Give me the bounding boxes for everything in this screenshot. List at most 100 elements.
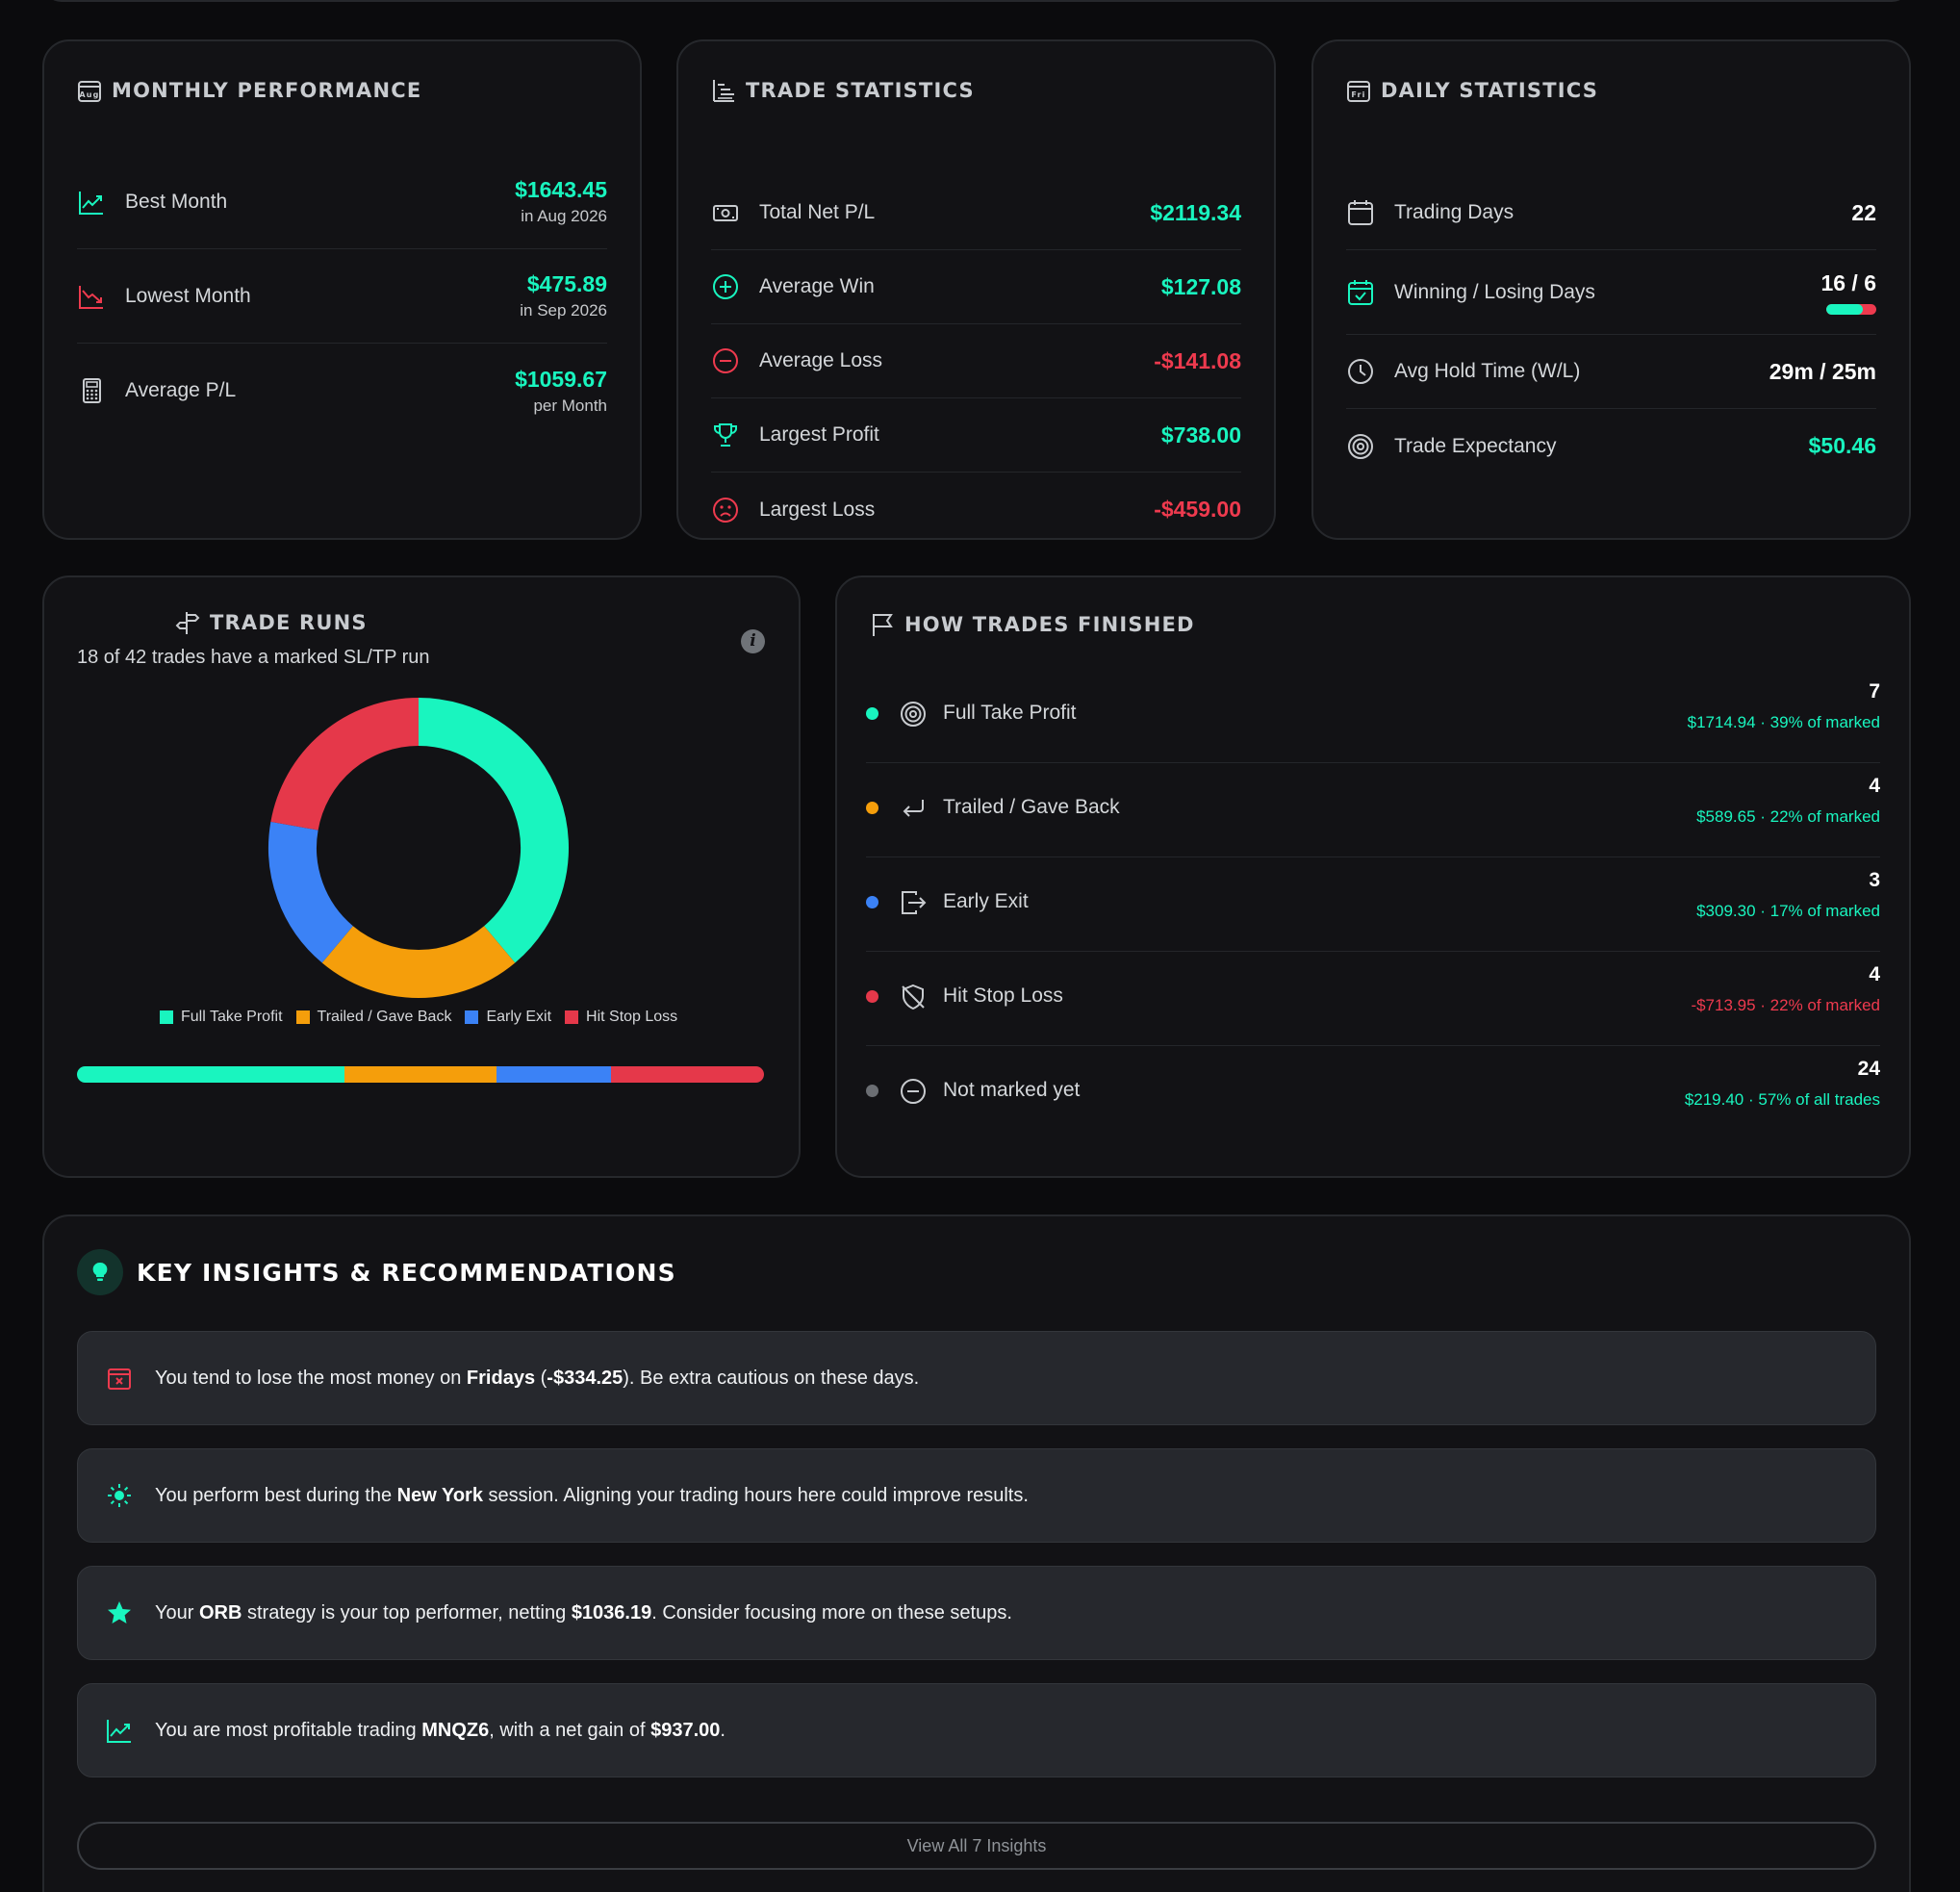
best-month-row: Best Month $1643.45 in Aug 2026: [77, 155, 607, 249]
winning-losing-days-label: Winning / Losing Days: [1394, 280, 1595, 303]
trading-days-row: Trading Days 22: [1346, 176, 1876, 250]
finish-sub-hit-stop-loss: -$713.95 · 22% of marked: [1691, 996, 1880, 1014]
finish-count-full-take-profit: 7: [1869, 680, 1880, 703]
donut-slice-full-take-profit: [418, 698, 569, 963]
legend-label-early-exit: Early Exit: [486, 1009, 552, 1025]
trophy-icon: [714, 423, 737, 447]
win-loss-ratio-bar: [1826, 303, 1876, 315]
trading-days-value: 22: [1851, 199, 1876, 225]
insight-text-strategy: Your ORB strategy is your top performer,…: [155, 1601, 1012, 1624]
clock-icon: [1348, 359, 1373, 384]
how-trades-finished-title: HOW TRADES FINISHED: [870, 612, 1195, 637]
insight-item-session: You perform best during the New York ses…: [77, 1448, 1876, 1543]
key-insights-title: KEY INSIGHTS & RECOMMENDATIONS: [77, 1249, 676, 1295]
view-all-insights-button[interactable]: View All 7 Insights: [77, 1822, 1876, 1870]
monthly-performance-card: Aug MONTHLY PERFORMANCE Best Month $1643…: [42, 39, 642, 540]
average-pl-sub: per Month: [533, 396, 607, 415]
run-bar-segment-early-exit: [496, 1066, 612, 1083]
trade-runs-stacked-bar: [77, 1066, 764, 1083]
daily-statistics-card: Fri DAILY STATISTICS Trading Days 22 Win…: [1311, 39, 1911, 540]
average-win-row: Average Win $127.08: [711, 250, 1241, 324]
finish-dot-full-take-profit: [866, 707, 878, 720]
calendar-aug-icon: Aug: [78, 81, 101, 102]
finish-row-not-marked: Not marked yet 24 $219.40 · 57% of all t…: [866, 1048, 1880, 1140]
average-loss-row: Average Loss -$141.08: [711, 324, 1241, 398]
trade-runs-heading: TRADE RUNS: [210, 611, 368, 634]
trade-expectancy-row: Trade Expectancy $50.46: [1346, 409, 1876, 483]
finish-count-early-exit: 3: [1869, 869, 1880, 891]
legend-swatch-trailed: [295, 1010, 310, 1024]
cash-icon: [713, 205, 738, 221]
exit-icon: [902, 891, 927, 914]
finish-dot-early-exit: [866, 896, 878, 908]
finish-count-trailed: 4: [1869, 775, 1880, 797]
info-icon[interactable]: i: [741, 629, 765, 653]
legend-swatch-hit-stop-loss: [565, 1010, 579, 1024]
avg-hold-time-row: Avg Hold Time (W/L) 29m / 25m: [1346, 335, 1876, 409]
shield-off-icon: [902, 984, 925, 1010]
lowest-month-row: Lowest Month $475.89 in Sep 2026: [77, 249, 607, 344]
trading-days-label: Trading Days: [1394, 201, 1515, 223]
trending-down-icon: [79, 285, 103, 309]
trending-up-icon: [107, 1720, 131, 1743]
run-bar-segment-trailed: [344, 1066, 497, 1083]
run-bar-segment-hit-stop-loss: [611, 1066, 764, 1083]
insight-text-session: You perform best during the New York ses…: [155, 1484, 1029, 1506]
finish-sub-trailed: $589.65 · 22% of marked: [1696, 807, 1880, 826]
calendar-fri-icon: Fri: [1347, 81, 1370, 102]
legend-swatch-full-take-profit: [160, 1010, 173, 1024]
legend-label-trailed: Trailed / Gave Back: [317, 1009, 452, 1025]
key-insights-card: [42, 1214, 1911, 1892]
finish-label-full-take-profit: Full Take Profit: [943, 702, 1077, 724]
flag-icon: [873, 614, 893, 636]
minus-circle-icon: [901, 1079, 926, 1104]
sun-icon: [108, 1484, 131, 1507]
donut-legend: Full Take Profit Trailed / Gave Back Ear…: [160, 1009, 677, 1026]
legend-item-trailed: Trailed / Gave Back: [295, 1009, 452, 1026]
star-icon: [108, 1601, 131, 1624]
finish-label-not-marked: Not marked yet: [943, 1079, 1081, 1101]
monthly-performance-title: Aug MONTHLY PERFORMANCE: [77, 78, 421, 103]
win-ratio-fill: [1826, 303, 1863, 315]
trade-runs-subtitle: 18 of 42 trades have a marked SL/TP run: [77, 647, 430, 668]
finish-sub-early-exit: $309.30 · 17% of marked: [1696, 902, 1880, 920]
avg-hold-time-value: 29m / 25m: [1769, 358, 1876, 384]
average-loss-value: -$141.08: [1154, 347, 1241, 373]
legend-item-full-take-profit: Full Take Profit: [160, 1009, 283, 1026]
run-bar-segment-full-take-profit: [77, 1066, 344, 1083]
target-icon: [1348, 433, 1373, 459]
list-bars-icon: [713, 80, 734, 102]
average-win-value: $127.08: [1160, 273, 1241, 299]
legend-label-hit-stop-loss: Hit Stop Loss: [586, 1009, 678, 1025]
finish-count-hit-stop-loss: 4: [1869, 963, 1880, 985]
average-win-label: Average Win: [759, 275, 875, 297]
total-net-pl-row: Total Net P/L $2119.34: [711, 176, 1241, 250]
legend-label-full-take-profit: Full Take Profit: [181, 1009, 283, 1025]
how-trades-finished-card: HOW TRADES FINISHED Full Take Profit 7 $…: [835, 575, 1911, 1178]
signpost-icon: [175, 612, 200, 634]
insight-text-instrument: You are most profitable trading MNQZ6, w…: [155, 1719, 725, 1741]
return-arrow-icon: [903, 800, 924, 817]
insight-item-fridays: You tend to lose the most money on Frida…: [77, 1331, 1876, 1425]
winning-losing-days-value: 16 / 6: [1820, 269, 1876, 295]
average-pl-label: Average P/L: [125, 379, 237, 401]
trade-runs-title: TRADE RUNS: [175, 610, 368, 635]
average-pl-value: $1059.67: [515, 366, 607, 392]
finish-sub-full-take-profit: $1714.94 · 39% of marked: [1687, 713, 1880, 731]
trade-expectancy-label: Trade Expectancy: [1394, 434, 1557, 457]
lowest-month-value: $475.89: [526, 271, 607, 296]
best-month-sub: in Aug 2026: [521, 207, 607, 225]
top-panel-edge: [42, 0, 1911, 2]
donut-slice-early-exit: [268, 821, 354, 963]
total-net-pl-label: Total Net P/L: [759, 201, 876, 223]
calendar-fri-icon-text: Fri: [1351, 90, 1365, 99]
largest-loss-label: Largest Loss: [759, 498, 876, 521]
average-pl-row: Average P/L $1059.67 per Month: [77, 344, 607, 438]
trade-statistics-title: TRADE STATISTICS: [711, 78, 975, 103]
finish-row-trailed: Trailed / Gave Back 4 $589.65 · 22% of m…: [866, 765, 1880, 857]
key-insights-heading: KEY INSIGHTS & RECOMMENDATIONS: [137, 1258, 676, 1287]
finish-label-early-exit: Early Exit: [943, 890, 1029, 912]
finish-dot-trailed: [866, 802, 878, 814]
lowest-month-sub: in Sep 2026: [520, 301, 607, 320]
daily-statistics-title: Fri DAILY STATISTICS: [1346, 78, 1598, 103]
